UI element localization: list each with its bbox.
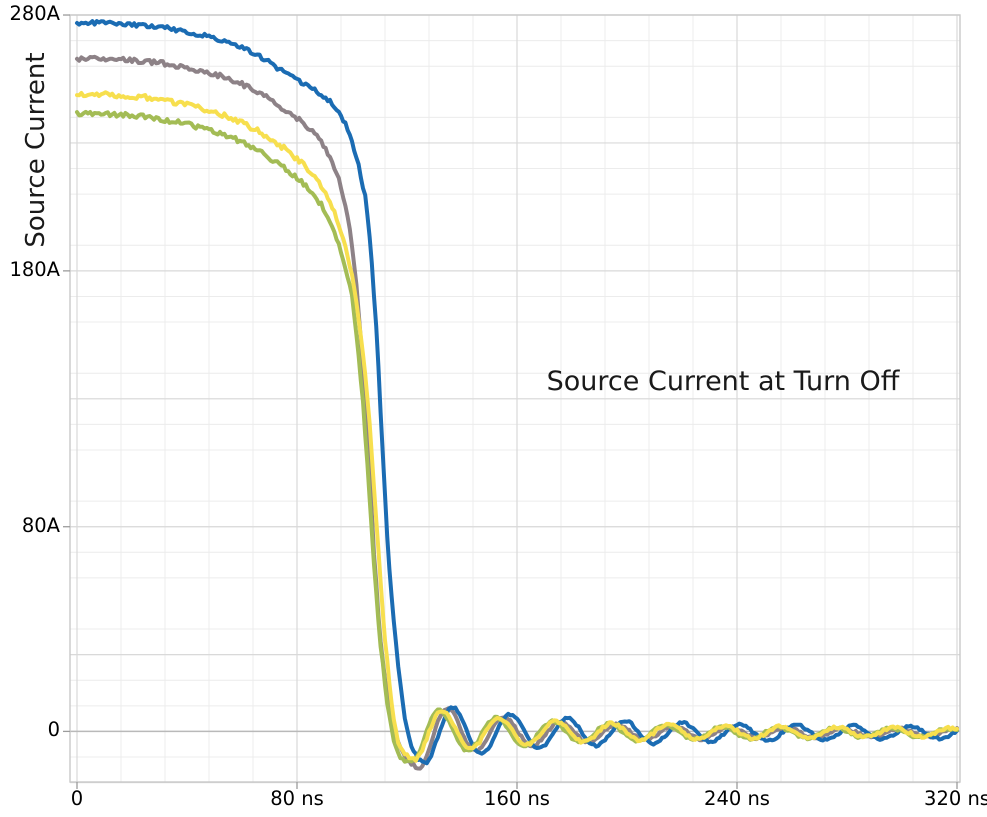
y-tick-label: 180A — [9, 257, 60, 281]
x-tick-label: 80 ns — [270, 787, 324, 810]
y-tick-label: 0 — [47, 718, 60, 742]
y-tick-label: 80A — [21, 513, 60, 537]
x-tick-label: 160 ns — [484, 787, 550, 810]
chart-title: Source Current at Turn Off — [546, 366, 900, 397]
plot-border — [69, 14, 961, 783]
series-blue-line — [75, 19, 959, 766]
series-yellow-line — [75, 90, 959, 763]
x-tick-label: 0 — [70, 787, 84, 810]
y-axis-title: Source Current — [21, 52, 51, 248]
y-tick-label: 280A — [9, 2, 60, 26]
x-tick-label: 240 ns — [704, 787, 770, 810]
x-tick-label: 320 ns — [924, 787, 987, 810]
